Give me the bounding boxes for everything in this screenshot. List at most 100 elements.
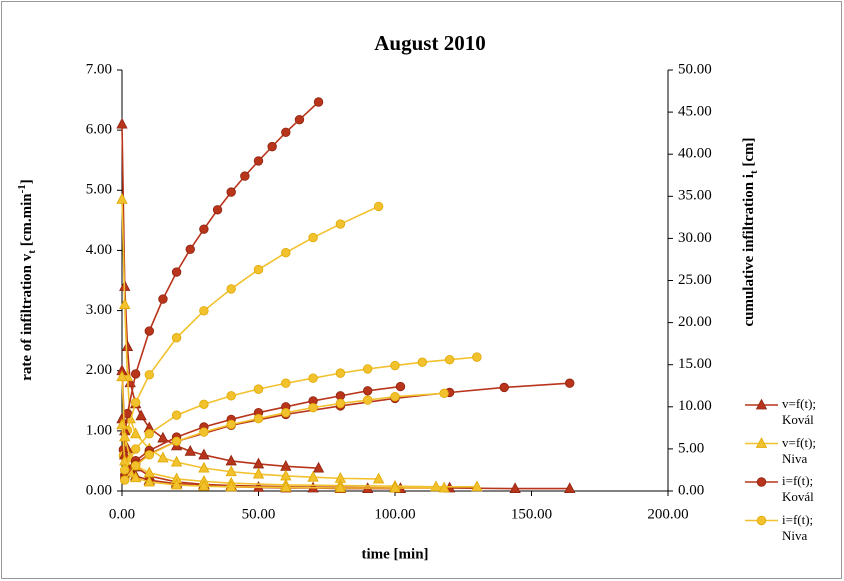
marker bbox=[199, 306, 209, 316]
marker bbox=[120, 475, 130, 485]
y-tick-label: 0.00 bbox=[86, 482, 112, 498]
marker bbox=[564, 482, 576, 493]
chart-title: August 2010 bbox=[374, 31, 485, 55]
marker bbox=[334, 481, 347, 493]
marker bbox=[130, 369, 141, 379]
marker bbox=[417, 357, 428, 367]
y2-tick-label: 20.00 bbox=[678, 314, 712, 330]
series bbox=[120, 352, 482, 475]
legend-marker bbox=[756, 515, 767, 526]
legend-label: i=f(t); Kovál bbox=[782, 473, 814, 504]
marker bbox=[129, 471, 142, 483]
y2-label-end: [cm] bbox=[741, 137, 757, 170]
marker bbox=[307, 470, 319, 482]
marker bbox=[565, 378, 575, 388]
marker bbox=[129, 427, 142, 439]
legend-label: v=f(t); Kovál bbox=[782, 396, 817, 427]
marker bbox=[226, 284, 236, 294]
x-tick-label: 0.00 bbox=[109, 506, 135, 522]
y-tick-label: 1.00 bbox=[86, 422, 112, 438]
marker bbox=[281, 127, 291, 138]
y-label-text: rate of infiltration v bbox=[19, 253, 35, 381]
marker bbox=[444, 354, 455, 365]
marker bbox=[438, 481, 450, 493]
marker bbox=[280, 481, 292, 492]
marker bbox=[240, 171, 250, 181]
y2-tick-label: 15.00 bbox=[678, 356, 712, 372]
y2-tick-label: 45.00 bbox=[678, 104, 712, 120]
marker bbox=[144, 370, 155, 380]
marker bbox=[313, 97, 324, 107]
legend-label: i=f(t); Niva bbox=[782, 511, 814, 543]
y2-tick-label: 35.00 bbox=[678, 188, 712, 204]
y2-tick-label: 5.00 bbox=[678, 440, 704, 456]
x-tick-label: 150.00 bbox=[511, 506, 552, 522]
marker bbox=[199, 224, 209, 234]
marker bbox=[281, 378, 291, 388]
x-tick-label: 50.00 bbox=[242, 506, 276, 522]
marker bbox=[395, 381, 406, 392]
x-axis-label: time [min] bbox=[361, 546, 428, 562]
marker bbox=[198, 448, 210, 460]
marker bbox=[120, 465, 130, 475]
marker bbox=[226, 187, 236, 197]
y-tick-label: 2.00 bbox=[86, 362, 112, 378]
marker bbox=[281, 407, 291, 418]
marker bbox=[212, 205, 223, 215]
marker bbox=[143, 475, 155, 487]
marker bbox=[225, 454, 237, 466]
marker bbox=[135, 409, 147, 421]
marker bbox=[225, 480, 237, 492]
marker bbox=[335, 398, 346, 409]
marker bbox=[308, 373, 318, 383]
marker bbox=[130, 444, 141, 454]
y-tick-label: 5.00 bbox=[86, 182, 112, 198]
marker bbox=[363, 364, 373, 374]
marker bbox=[312, 461, 325, 473]
marker bbox=[158, 294, 168, 304]
marker bbox=[170, 455, 183, 467]
series bbox=[116, 117, 325, 473]
series-line bbox=[122, 101, 320, 450]
marker bbox=[509, 482, 521, 493]
marker bbox=[144, 326, 155, 336]
marker bbox=[116, 370, 128, 382]
marker bbox=[171, 410, 182, 420]
marker bbox=[226, 391, 236, 401]
marker bbox=[253, 264, 264, 275]
legend-marker bbox=[755, 437, 768, 448]
marker bbox=[116, 117, 128, 129]
y-tick-label: 4.00 bbox=[86, 242, 112, 258]
marker bbox=[253, 156, 264, 166]
marker bbox=[130, 397, 141, 408]
marker bbox=[267, 141, 277, 152]
series bbox=[120, 388, 449, 485]
marker bbox=[144, 429, 155, 439]
marker bbox=[199, 399, 209, 409]
marker bbox=[308, 232, 318, 243]
y2-tick-label: 50.00 bbox=[678, 61, 712, 77]
y-label-end: ] bbox=[19, 179, 35, 184]
marker bbox=[225, 465, 237, 477]
y-label-sup: -1 bbox=[16, 184, 28, 193]
y-label-unit: [cm.min bbox=[19, 193, 35, 250]
marker bbox=[144, 450, 155, 460]
marker bbox=[281, 248, 291, 258]
marker bbox=[252, 467, 265, 479]
y-label-sub: t bbox=[26, 250, 38, 254]
marker bbox=[116, 418, 128, 430]
marker bbox=[372, 472, 385, 484]
y-axis-label: rate of infiltration vt [cm.min-1] bbox=[16, 179, 38, 381]
marker bbox=[121, 340, 134, 352]
marker bbox=[157, 431, 169, 443]
marker bbox=[363, 395, 373, 405]
legend-marker bbox=[755, 398, 768, 410]
marker bbox=[335, 219, 346, 229]
marker bbox=[253, 384, 264, 394]
y2-label-sub: t bbox=[748, 170, 760, 174]
legend-label: v=f(t); Niva bbox=[782, 434, 817, 466]
y2-label-text: cumulative infiltration i bbox=[741, 174, 757, 327]
